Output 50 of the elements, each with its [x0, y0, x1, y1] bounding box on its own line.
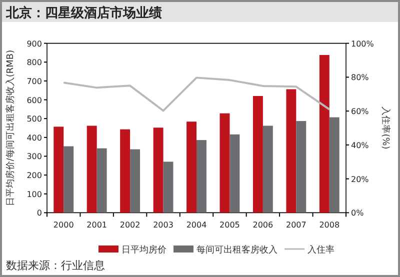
x-tick-label: 2004 — [186, 220, 207, 230]
y2-tick-label: 60% — [351, 107, 370, 116]
y2-tick-label: 100% — [351, 39, 374, 48]
y-tick-label: 900 — [26, 39, 42, 48]
source-note: 数据来源：行业信息 — [6, 259, 105, 272]
y-tick-label: 600 — [26, 96, 42, 105]
bar — [286, 89, 296, 213]
title: 北京：四星级酒店市场业绩 — [6, 6, 162, 21]
y-tick-label: 100 — [26, 190, 42, 199]
bar — [196, 140, 206, 213]
y-axis-title: 日平均房价/每间可出租客房收入(RMB) — [5, 50, 16, 206]
bar — [296, 121, 306, 213]
x-tick-label: 2001 — [86, 220, 108, 230]
x-tick-label: 2002 — [120, 220, 140, 230]
y-tick-label: 400 — [26, 133, 42, 142]
bar — [130, 149, 140, 213]
y-tick-label: 700 — [26, 76, 42, 86]
y2-tick-label: 40% — [351, 140, 370, 150]
x-tick-label: 2003 — [153, 220, 174, 230]
bar — [319, 54, 330, 213]
bar — [54, 126, 64, 213]
bar — [153, 128, 164, 213]
bar — [262, 126, 273, 213]
bar — [64, 146, 74, 213]
y2-axis-title: 入住率(%) — [380, 106, 391, 150]
y2-tick-label: 80% — [351, 73, 370, 82]
x-tick-label: 2007 — [286, 220, 306, 230]
legend-label: 日平均房价 — [122, 244, 166, 256]
bar — [252, 96, 263, 213]
bar — [220, 113, 230, 213]
y2-tick-label: 0% — [351, 208, 364, 218]
bar — [163, 162, 174, 213]
bar — [86, 126, 97, 213]
bar — [230, 134, 240, 213]
y-tick-label: 300 — [26, 152, 42, 162]
y2-tick-label: 20% — [351, 174, 370, 184]
x-tick-label: 2006 — [252, 220, 274, 230]
y-tick-label: 200 — [26, 171, 42, 180]
y-tick-label: 500 — [26, 114, 42, 124]
y-tick-label: 0 — [36, 208, 42, 218]
x-tick-label: 2000 — [53, 220, 74, 230]
bar — [329, 117, 340, 213]
x-tick-label: 2005 — [220, 220, 240, 230]
bar — [96, 148, 107, 213]
y-tick-label: 800 — [26, 58, 42, 68]
bar — [120, 129, 130, 213]
legend-label: 入住率 — [308, 244, 334, 256]
x-tick-label: 2008 — [319, 220, 340, 230]
legend-label: 每间可出租客房收入 — [196, 244, 278, 256]
bar — [186, 122, 196, 213]
